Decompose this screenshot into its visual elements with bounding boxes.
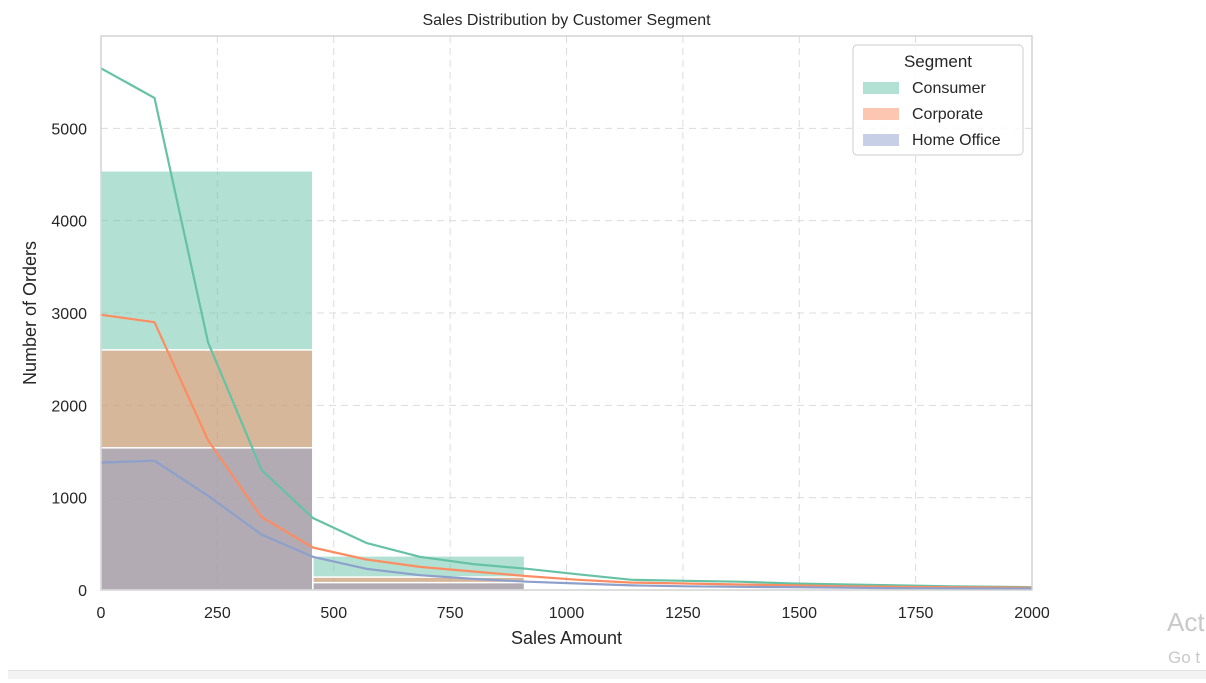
y-tick-label: 4000 (51, 214, 87, 231)
legend-swatch (863, 82, 899, 94)
y-tick-label: 1000 (51, 491, 87, 508)
home-office-histogram-bar (312, 581, 526, 591)
windows-activation-title: Act (1167, 607, 1205, 637)
x-tick-label: 750 (437, 605, 464, 622)
legend-swatch (863, 134, 899, 146)
plot-frame (100, 35, 1033, 591)
y-tick-label: 5000 (51, 121, 87, 138)
legend-label: Corporate (912, 106, 983, 123)
y-tick-label: 2000 (51, 398, 87, 415)
legend-label: Home Office (912, 132, 1001, 149)
legend-box (852, 44, 1024, 156)
consumer-kde-line (100, 67, 1033, 589)
y-tick-label: 3000 (51, 306, 87, 323)
x-tick-label: 250 (204, 605, 231, 622)
x-tick-label: 2000 (1014, 605, 1050, 622)
legend-label: Consumer (912, 80, 986, 97)
x-tick-label: 1750 (898, 605, 934, 622)
bottom-panel-strip (8, 670, 1206, 679)
legend-swatch (863, 108, 899, 120)
corporate-kde-line (100, 313, 1033, 589)
x-axis-label: Sales Amount (511, 628, 622, 648)
y-axis-label: Number of Orders (20, 241, 40, 385)
home-office-kde-line (100, 459, 1033, 590)
chart-title: Sales Distribution by Customer Segment (422, 12, 711, 29)
x-tick-label: 1500 (781, 605, 817, 622)
windows-activation-subtitle: Go t (1168, 648, 1201, 667)
x-tick-label: 0 (97, 605, 106, 622)
y-tick-label: 0 (78, 583, 87, 600)
x-tick-label: 1000 (549, 605, 585, 622)
x-tick-label: 500 (320, 605, 347, 622)
x-tick-label: 1250 (665, 605, 701, 622)
home-office-histogram-bar (100, 447, 314, 591)
legend-title: Segment (904, 52, 972, 71)
